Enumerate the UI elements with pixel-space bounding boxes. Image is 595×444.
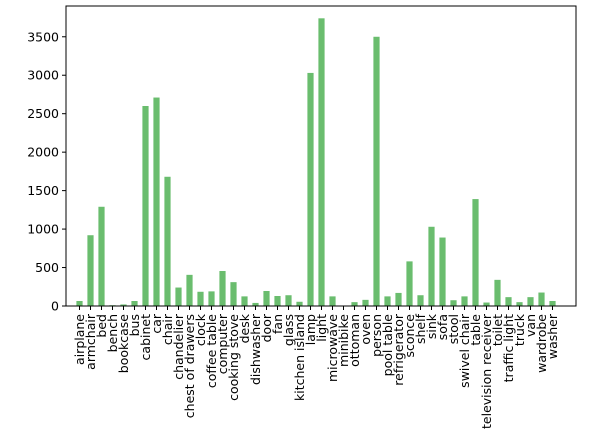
bar-chair: [164, 176, 171, 306]
bar-oven: [362, 299, 369, 306]
x-tick-label-kitchen-island: kitchen island: [292, 314, 307, 401]
x-tick-label-oven: oven: [358, 314, 373, 345]
x-tick-label-car: car: [149, 313, 164, 334]
bar-sconce: [406, 261, 413, 306]
bar-clock: [197, 291, 204, 306]
x-tick-label-light: light: [314, 314, 329, 342]
bar-glass: [285, 295, 292, 306]
x-tick-label-fan: fan: [270, 314, 285, 334]
bar-toilet: [494, 279, 501, 306]
y-axis: 0 500 1000 1500 2000 2500 3000 3500: [27, 29, 66, 314]
x-tick-label-swivel-chair: swivel chair: [457, 313, 472, 388]
x-tick-label-lamp: lamp: [303, 314, 318, 345]
x-tick-label-person: person: [369, 314, 384, 357]
bars-group: [76, 18, 556, 307]
x-tick-label-wardrobe: wardrobe: [534, 314, 549, 373]
bar-pool-table: [384, 296, 391, 306]
x-tick-label-chest-of-drawers: chest of drawers: [182, 314, 197, 418]
x-tick-label-bookcase: bookcase: [116, 314, 131, 374]
x-tick-label-table: table: [468, 314, 483, 346]
bar-lamp: [307, 72, 314, 306]
y-tick-label: 1500: [27, 183, 59, 198]
bar-microwave: [329, 296, 336, 306]
x-tick-label-stool: stool: [446, 314, 461, 344]
y-tick-label: 2000: [27, 145, 59, 160]
bar-bed: [98, 206, 105, 306]
bar-coffee-table: [208, 291, 215, 306]
bar-ottoman: [351, 302, 358, 306]
bar-kitchen-island: [296, 301, 303, 306]
bar-door: [263, 291, 270, 306]
x-tick-label-bed: bed: [94, 314, 109, 338]
bar-wardrobe: [538, 292, 545, 306]
bar-bus: [131, 301, 138, 306]
y-tick-label: 0: [51, 299, 59, 314]
bar-sink: [428, 226, 435, 306]
y-tick-label: 3000: [27, 68, 59, 83]
x-tick-label-minibike: minibike: [336, 314, 351, 367]
bar-cabinet: [142, 106, 149, 306]
x-tick-label-cooking-stove: cooking stove: [226, 314, 241, 401]
x-tick-label-traffic-light: traffic light: [501, 314, 516, 382]
x-tick-label-cabinet: cabinet: [138, 314, 153, 361]
x-tick-label-door: door: [259, 313, 274, 342]
x-tick-label-dishwasher: dishwasher: [248, 313, 263, 385]
bar-person: [373, 36, 380, 307]
x-tick-label-bus: bus: [127, 314, 142, 336]
bar-cooking-stove: [230, 282, 237, 306]
x-tick-label-armchair: armchair: [83, 313, 98, 370]
bar-television-receiver: [483, 302, 490, 306]
bar-desk: [241, 296, 248, 306]
x-tick-label-clock: clock: [193, 313, 208, 346]
bar-chest-of-drawers: [186, 274, 193, 306]
bar-car: [153, 97, 160, 306]
x-tick-label-refrigerator: refrigerator: [391, 313, 406, 386]
x-tick-label-washer: washer: [545, 313, 560, 359]
x-tick-label-coffee-table: coffee table: [204, 314, 219, 388]
x-tick-label-desk: desk: [237, 313, 252, 343]
bar-stool: [450, 300, 457, 306]
x-tick-label-glass: glass: [281, 314, 296, 346]
bar-table: [472, 199, 479, 306]
x-axis: airplanearmchairbedbenchbookcasebuscabin…: [72, 306, 560, 429]
x-tick-label-shelf: shelf: [413, 313, 428, 344]
bar-computer: [219, 271, 226, 306]
bar-airplane: [76, 301, 83, 306]
x-tick-label-toilet: toilet: [490, 314, 505, 346]
y-tick-label: 500: [35, 260, 59, 275]
y-tick-label: 2500: [27, 106, 59, 121]
bar-armchair: [87, 235, 94, 306]
bar-traffic-light: [505, 297, 512, 306]
x-tick-label-sink: sink: [424, 313, 439, 339]
plot-frame: [65, 5, 577, 307]
bar-truck: [516, 302, 523, 306]
bar-chandelier: [175, 287, 182, 306]
y-tick-label: 1000: [27, 222, 59, 237]
x-tick-label-truck: truck: [512, 313, 527, 346]
bar-refrigerator: [395, 292, 402, 306]
x-tick-label-sconce: sconce: [402, 314, 417, 358]
bar-light: [318, 18, 325, 307]
bar-washer: [549, 301, 556, 306]
x-tick-label-sofa: sofa: [435, 314, 450, 340]
bar-dishwasher: [252, 302, 259, 306]
x-tick-label-computer: computer: [215, 313, 230, 374]
x-tick-label-airplane: airplane: [72, 314, 87, 365]
bar-bookcase: [120, 304, 127, 306]
bar-sofa: [439, 237, 446, 306]
bar-shelf: [417, 295, 424, 306]
x-tick-label-chandelier: chandelier: [171, 313, 186, 380]
x-tick-label-ottoman: ottoman: [347, 314, 362, 367]
x-tick-label-bench: bench: [105, 314, 120, 352]
x-tick-label-pool-table: pool table: [380, 314, 395, 377]
bar-fan: [274, 296, 281, 306]
x-tick-label-microwave: microwave: [325, 314, 340, 382]
x-tick-label-television-receiver: television receiver: [479, 313, 494, 429]
bar-van: [527, 297, 534, 306]
x-tick-label-chair: chair: [160, 313, 175, 345]
x-tick-label-van: van: [523, 314, 538, 337]
bar-swivel-chair: [461, 296, 468, 306]
y-tick-label: 3500: [27, 29, 59, 44]
